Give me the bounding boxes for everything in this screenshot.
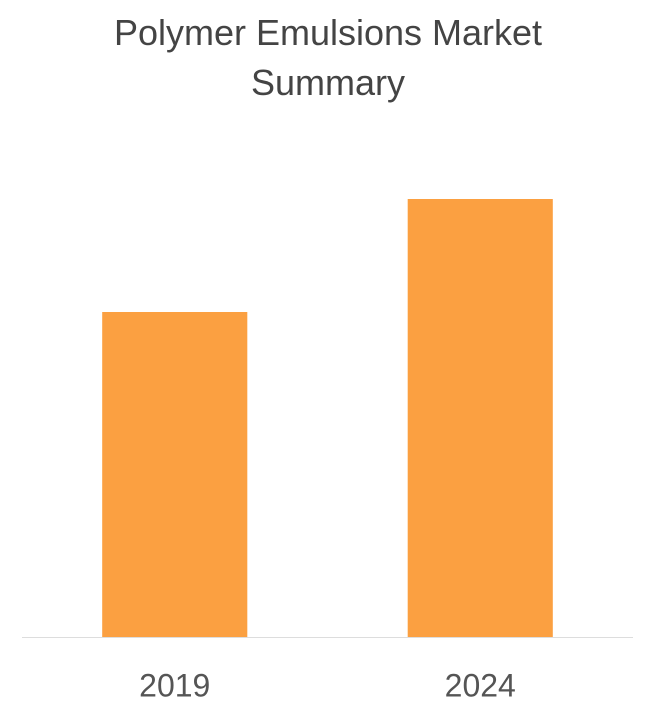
bar [102, 312, 248, 637]
x-tick-label: 2024 [445, 667, 516, 703]
chart-title: Polymer Emulsions Market Summary [113, 12, 543, 103]
bar [407, 199, 553, 637]
x-tick-label: 2019 [139, 667, 210, 703]
